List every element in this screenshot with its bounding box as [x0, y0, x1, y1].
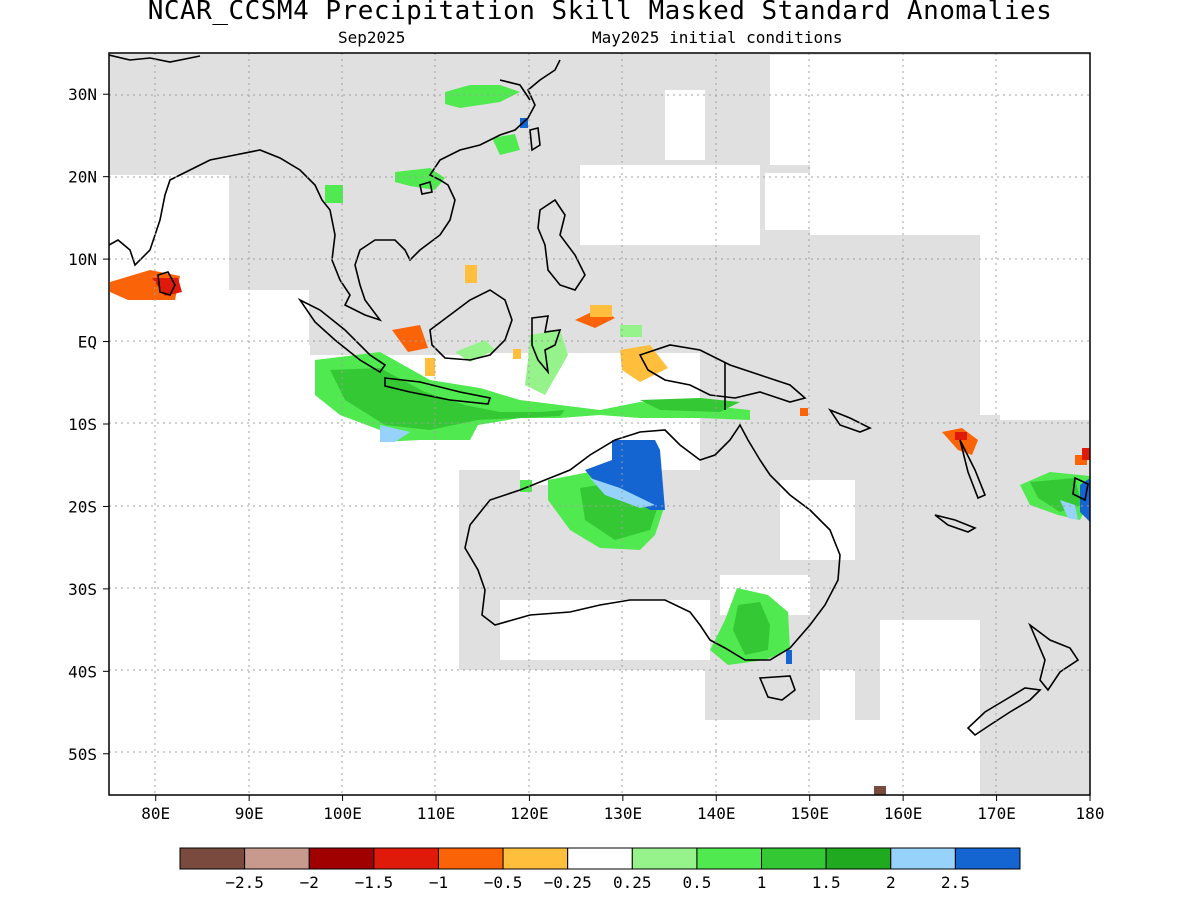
colorbar-swatch: [631, 847, 698, 870]
lon-tick-label: 90E: [235, 804, 264, 823]
lon-tick-label: 100E: [323, 804, 362, 823]
lon-tick-label: 170E: [977, 804, 1016, 823]
lat-tick-label: 20S: [68, 497, 97, 516]
colorbar-swatch: [244, 847, 310, 870]
colorbar-label: 0.25: [613, 873, 652, 892]
colorbar-label: −0.5: [484, 873, 523, 892]
colorbar-swatch: [373, 847, 439, 870]
colorbar-swatch: [502, 847, 569, 870]
target-month-label: Sep2025: [338, 28, 406, 47]
colorbar-label: −2: [300, 873, 319, 892]
initial-conditions-label: May2025 initial conditions: [592, 28, 843, 47]
anomaly-brown: [874, 786, 886, 795]
colorbar-label: −1: [429, 873, 448, 892]
colorbar-label: −1.5: [355, 873, 394, 892]
colorbar-label: −0.25: [544, 873, 592, 892]
lon-tick-label: 160E: [884, 804, 923, 823]
colorbar-label: 0.5: [682, 873, 711, 892]
colorbar: −2.5 −2 −1.5 −1 −0.5 −0.25 0.25 0.5 1 1.5 2 2.5: [179, 847, 1021, 892]
colorbar-label: 1: [757, 873, 767, 892]
colorbar-swatch: [696, 847, 763, 870]
longitude-axis: 80E 90E 100E 110E 120E 130E 140E 150E 160E 170E 18…: [141, 795, 1104, 823]
lon-tick-label: 180: [1076, 804, 1105, 823]
lat-tick-label: 40S: [68, 662, 97, 681]
lat-tick-label: 50S: [68, 745, 97, 764]
lat-tick-label: 30N: [68, 85, 97, 104]
lon-tick-label: 110E: [417, 804, 456, 823]
lat-tick-label: EQ: [78, 333, 97, 352]
lat-tick-label: 20N: [68, 168, 97, 187]
colorbar-swatch: [437, 847, 504, 870]
map-gridlines: [109, 53, 1090, 795]
colorbar-label: 1.5: [812, 873, 841, 892]
coastlines: [109, 54, 1089, 737]
colorbar-label: 2: [886, 873, 896, 892]
lon-tick-label: 80E: [141, 804, 170, 823]
lat-tick-label: 30S: [68, 580, 97, 599]
colorbar-swatch: [954, 847, 1021, 870]
lon-tick-label: 140E: [697, 804, 736, 823]
colorbar-swatch: [567, 847, 633, 870]
chart-title: NCAR_CCSM4 Precipitation Skill Masked St…: [147, 0, 1053, 26]
latitude-axis: 30N 20N 10N EQ 10S 20S 30S 40S 50S: [68, 85, 109, 764]
colorbar-swatch: [179, 847, 246, 870]
lat-tick-label: 10S: [68, 415, 97, 434]
colorbar-swatch: [890, 847, 956, 870]
open-ocean-white: [109, 345, 880, 795]
colorbar-swatch: [308, 847, 375, 870]
skill-mask-holes: [109, 55, 1090, 760]
lon-tick-label: 150E: [790, 804, 829, 823]
lat-tick-label: 10N: [68, 250, 97, 269]
colorbar-swatch: [825, 847, 892, 870]
colorbar-label: 2.5: [941, 873, 970, 892]
colorbar-label: −2.5: [225, 873, 264, 892]
lon-tick-label: 120E: [510, 804, 549, 823]
lon-tick-label: 130E: [604, 804, 643, 823]
colorbar-swatch: [761, 847, 827, 870]
map-area: [109, 53, 1090, 795]
